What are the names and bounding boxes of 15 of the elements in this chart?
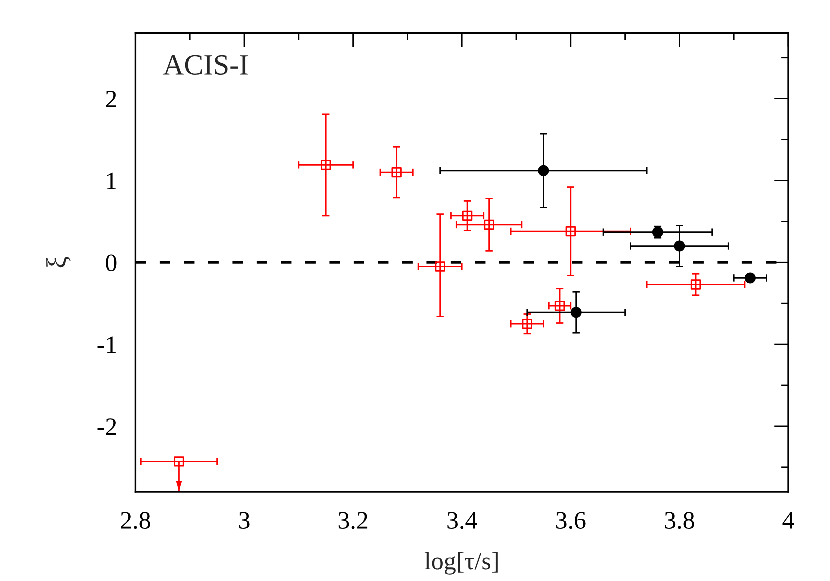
x-tick-label: 3.4	[448, 512, 478, 530]
y-tick-label: -2	[98, 418, 116, 436]
x-tick-label: 4	[782, 512, 794, 529]
y-tick-label: 2	[106, 90, 116, 108]
y-tick-label: 1	[107, 172, 116, 190]
y-axis-title: ξ	[46, 257, 71, 268]
x-tick-label: 2.8	[121, 512, 150, 530]
x-tick-label: 3.2	[338, 512, 368, 530]
annotation: ACIS-I	[163, 55, 248, 75]
x-axis-title: log[τ/s]	[424, 552, 498, 575]
y-tick-label: -1	[98, 336, 116, 354]
x-tick-label: 3.8	[665, 512, 694, 530]
y-tick-label: 0	[106, 254, 117, 272]
x-tick-label: 3.6	[556, 512, 586, 530]
x-tick-label: 3	[239, 512, 250, 530]
